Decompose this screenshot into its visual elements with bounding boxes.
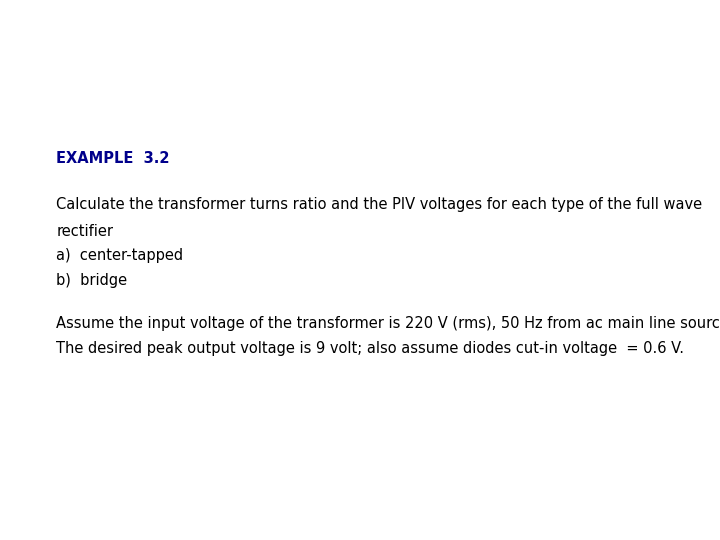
Text: Assume the input voltage of the transformer is 220 V (rms), 50 Hz from ac main l: Assume the input voltage of the transfor… [56, 316, 720, 331]
Text: EXAMPLE  3.2: EXAMPLE 3.2 [56, 151, 170, 166]
Text: b)  bridge: b) bridge [56, 273, 127, 288]
Text: rectifier: rectifier [56, 224, 113, 239]
Text: The desired peak output voltage is 9 volt; also assume diodes cut-in voltage  = : The desired peak output voltage is 9 vol… [56, 341, 684, 356]
Text: a)  center-tapped: a) center-tapped [56, 248, 184, 264]
Text: Calculate the transformer turns ratio and the PIV voltages for each type of the : Calculate the transformer turns ratio an… [56, 197, 702, 212]
